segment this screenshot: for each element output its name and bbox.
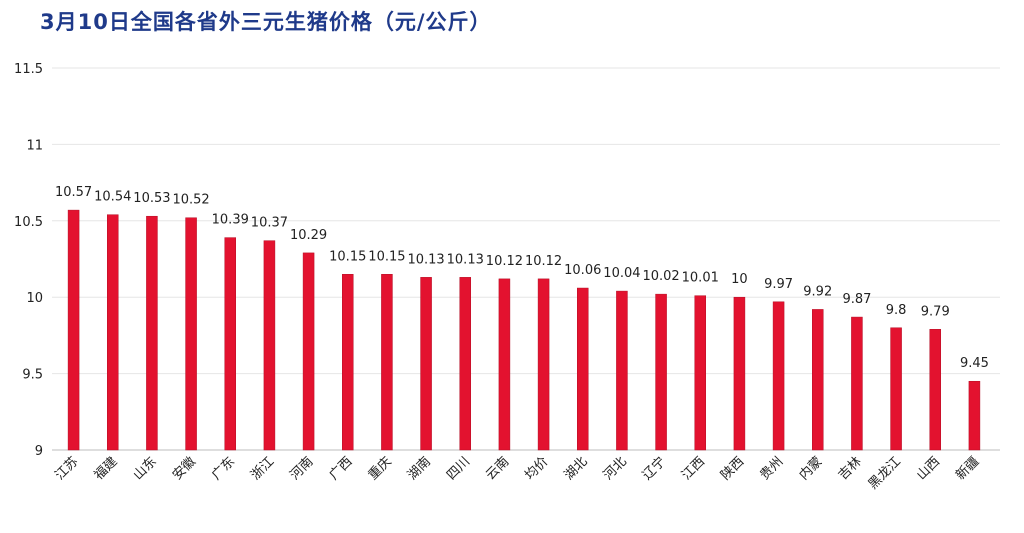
bar: [616, 290, 628, 451]
data-label: 10.02: [642, 269, 679, 284]
bar: [342, 274, 354, 451]
x-tick-label: 新疆: [953, 454, 983, 484]
bar: [772, 301, 785, 451]
bar: [420, 277, 432, 451]
bar: [968, 380, 981, 451]
x-tick-label: 安徽: [170, 454, 199, 483]
x-tick-label: 重庆: [365, 454, 395, 484]
data-label: 10.13: [407, 252, 444, 267]
x-tick-label: 河北: [601, 454, 630, 483]
bar: [185, 217, 197, 451]
bar: [655, 293, 667, 451]
x-tick-label: 吉林: [836, 454, 865, 483]
x-tick-label: 浙江: [248, 454, 277, 483]
x-tick-label: 内蒙: [796, 454, 826, 484]
x-tick-label: 均价: [522, 454, 551, 483]
bar: [302, 252, 315, 451]
data-label: 10.15: [368, 249, 405, 264]
y-tick-label: 11: [26, 138, 43, 153]
x-tick-label: 广东: [209, 454, 238, 483]
x-tick-label: 河南: [287, 454, 317, 484]
bar: [224, 237, 236, 451]
data-label: 10.57: [55, 185, 92, 200]
data-label: 9.92: [803, 284, 832, 299]
bar: [929, 329, 941, 451]
data-label: 10.04: [603, 266, 640, 281]
data-label: 10.12: [525, 254, 562, 269]
data-label: 10.53: [133, 191, 170, 206]
bar: [67, 209, 80, 451]
data-label: 10.06: [564, 263, 601, 278]
data-label: 9.8: [886, 303, 907, 318]
data-label: 10.12: [486, 254, 523, 269]
bar: [890, 327, 902, 451]
x-tick-label: 黑龙江: [866, 454, 904, 492]
x-tick-label: 陕西: [718, 454, 747, 483]
data-label: 10.01: [682, 271, 719, 286]
x-tick-label: 广西: [327, 454, 356, 483]
data-label: 9.79: [921, 304, 950, 319]
x-tick-label: 山东: [131, 454, 160, 483]
data-label: 10.54: [94, 190, 131, 205]
x-tick-label: 江苏: [52, 454, 82, 484]
data-label: 10.52: [172, 193, 209, 208]
data-label: 10.29: [290, 228, 327, 243]
y-tick-label: 10.5: [14, 215, 43, 230]
y-tick-label: 9: [35, 444, 43, 459]
bar: [694, 295, 706, 451]
x-tick-label: 福建: [92, 454, 121, 483]
data-label: 10.13: [447, 252, 484, 267]
y-tick-label: 9.5: [22, 368, 43, 383]
bar: [459, 277, 471, 451]
data-label: 10.37: [251, 216, 288, 231]
data-label: 9.87: [842, 292, 871, 307]
data-label: 9.45: [960, 356, 989, 371]
x-tick-label: 湖南: [404, 454, 434, 484]
data-label: 9.97: [764, 277, 793, 292]
bar: [146, 215, 158, 451]
x-tick-label: 云南: [483, 454, 513, 484]
bar: [498, 278, 511, 451]
data-label: 10.15: [329, 249, 366, 264]
data-label: 10.39: [212, 213, 249, 228]
x-tick-label: 湖北: [562, 454, 591, 483]
x-tick-label: 四川: [444, 454, 473, 483]
y-tick-label: 11.5: [14, 62, 43, 77]
y-tick-label: 10: [26, 291, 43, 306]
bar: [577, 287, 589, 451]
bar: [381, 274, 393, 451]
bar: [851, 316, 863, 451]
x-tick-label: 山西: [914, 454, 943, 483]
bar: [812, 309, 824, 451]
data-label: 10: [731, 272, 748, 287]
bar: [733, 296, 746, 451]
x-tick-label: 贵州: [757, 454, 786, 483]
chart-title: 3月10日全国各省外三元生猪价格（元/公斤）: [40, 10, 492, 34]
bar: [107, 214, 119, 451]
bar: [537, 278, 550, 451]
x-tick-label: 江西: [679, 454, 708, 483]
x-tick-label: 辽宁: [639, 454, 669, 484]
bar: [263, 240, 276, 451]
